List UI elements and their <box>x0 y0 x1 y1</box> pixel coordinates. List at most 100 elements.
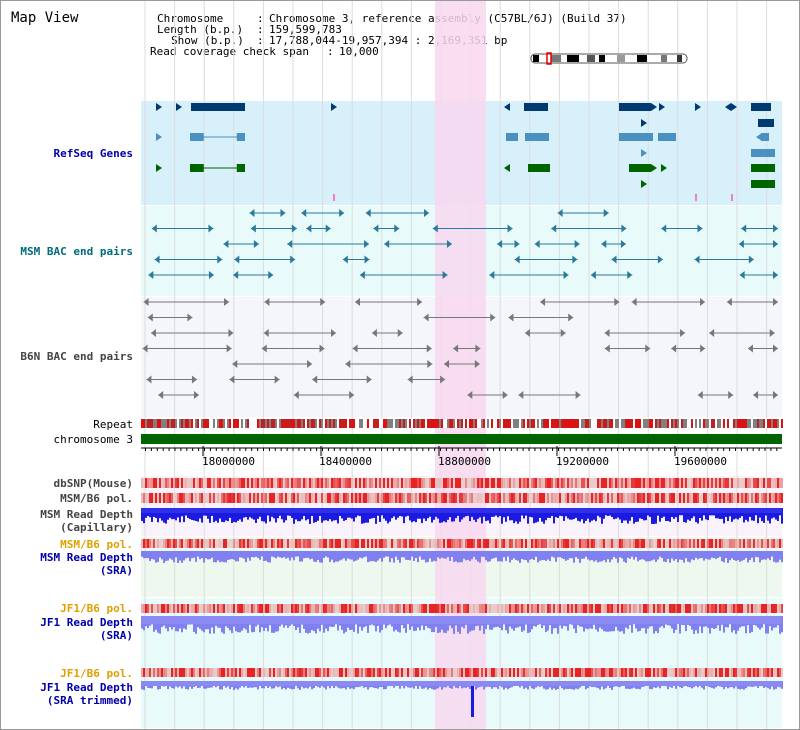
polymorphism-cell <box>145 604 147 613</box>
track-label-refseq: RefSeq Genes <box>53 147 133 160</box>
polymorphism-cell <box>173 493 175 503</box>
polymorphism-cell <box>561 539 563 548</box>
polymorphism-cell <box>563 668 565 677</box>
polymorphism-cell <box>275 493 277 503</box>
polymorphism-cell <box>685 478 687 488</box>
repeat-element <box>399 419 401 428</box>
read-depth-bar <box>517 508 519 524</box>
polymorphism-cell <box>695 478 697 488</box>
polymorphism-cell <box>559 478 561 488</box>
track-label-jf1-depth-trimmed-sub: (SRA trimmed) <box>46 694 133 707</box>
polymorphism-cell <box>327 539 329 548</box>
polymorphism-cell <box>193 478 195 488</box>
polymorphism-cell <box>715 478 717 488</box>
polymorphism-cell <box>421 668 423 677</box>
polymorphism-cell <box>545 539 547 548</box>
read-depth-bar <box>731 551 733 559</box>
bac-end-marker <box>274 375 280 384</box>
polymorphism-cell <box>421 539 423 548</box>
polymorphism-cell <box>663 539 665 548</box>
polymorphism-cell <box>407 668 409 677</box>
polymorphism-cell <box>755 604 757 613</box>
repeat-element <box>619 419 621 428</box>
repeat-element <box>605 419 607 428</box>
polymorphism-cell <box>629 604 631 613</box>
polymorphism-cell <box>759 539 761 548</box>
polymorphism-cell <box>715 493 717 503</box>
read-depth-bar <box>367 551 369 563</box>
polymorphism-cell <box>577 604 579 613</box>
polymorphism-cell <box>693 493 695 503</box>
read-depth-bar <box>479 551 481 563</box>
polymorphism-cell <box>567 668 569 677</box>
polymorphism-cell <box>533 539 535 548</box>
polymorphism-cell <box>697 604 699 613</box>
repeat-element <box>303 419 305 428</box>
polymorphism-cell <box>685 668 687 677</box>
read-depth-bar <box>679 551 681 560</box>
coverage-sep: : <box>327 45 334 58</box>
repeat-element <box>763 419 765 428</box>
polymorphism-cell <box>411 604 413 613</box>
polymorphism-cell <box>435 668 437 677</box>
read-depth-bar <box>225 508 227 521</box>
read-depth-bar <box>757 551 759 558</box>
polymorphism-cell <box>447 478 449 488</box>
bac-end-marker <box>671 344 677 353</box>
read-depth-bar <box>379 616 381 633</box>
polymorphism-cell <box>239 668 241 677</box>
polymorphism-cell <box>573 493 575 503</box>
polymorphism-cell <box>245 604 247 613</box>
read-depth-bar <box>227 551 229 560</box>
repeat-element <box>595 419 597 428</box>
repeat-element <box>501 419 503 428</box>
read-depth-bar <box>551 551 553 557</box>
gene-exon <box>190 164 204 172</box>
polymorphism-cell <box>593 668 595 677</box>
polymorphism-cell <box>173 604 175 613</box>
repeat-element <box>381 419 383 428</box>
polymorphism-cell <box>163 478 165 488</box>
read-depth-bar <box>331 508 333 522</box>
polymorphism-cell <box>725 493 727 503</box>
read-depth-bar <box>361 551 363 559</box>
polymorphism-cell <box>235 493 237 503</box>
read-depth-bar <box>473 508 475 520</box>
bac-end-marker <box>575 391 581 399</box>
gene-exon <box>525 133 549 141</box>
polymorphism-cell <box>609 668 611 677</box>
gene-strand-arrow <box>695 103 701 111</box>
polymorphism-cell <box>307 604 309 613</box>
bac-end-marker <box>697 224 703 233</box>
polymorphism-cell <box>679 539 681 548</box>
read-depth-bar <box>741 551 743 561</box>
polymorphism-cell <box>567 493 569 503</box>
polymorphism-cell <box>189 539 191 548</box>
read-depth-bar <box>333 551 335 563</box>
polymorphism-cell <box>247 493 249 503</box>
polymorphism-cell <box>757 668 759 677</box>
repeat-element <box>441 419 443 428</box>
polymorphism-cell <box>361 604 363 613</box>
polymorphism-cell <box>557 478 559 488</box>
read-depth-bar <box>575 616 577 634</box>
polymorphism-cell <box>555 539 557 548</box>
polymorphism-cell <box>615 478 617 488</box>
bac-end-marker <box>342 255 348 264</box>
polymorphism-cell <box>345 604 347 613</box>
repeat-element <box>375 419 377 428</box>
polymorphism-cell <box>497 668 499 677</box>
polymorphism-cell <box>411 478 413 488</box>
repeat-element <box>357 419 359 428</box>
polymorphism-cell <box>341 539 343 548</box>
polymorphism-cell <box>453 668 455 677</box>
read-depth-bar <box>719 551 721 557</box>
polymorphism-cell <box>535 668 537 677</box>
polymorphism-cell <box>301 604 303 613</box>
bac-end-marker <box>514 255 520 264</box>
polymorphism-cell <box>605 539 607 548</box>
polymorphism-cell <box>515 668 517 677</box>
polymorphism-cell <box>627 493 629 503</box>
read-depth-bar <box>365 508 367 523</box>
